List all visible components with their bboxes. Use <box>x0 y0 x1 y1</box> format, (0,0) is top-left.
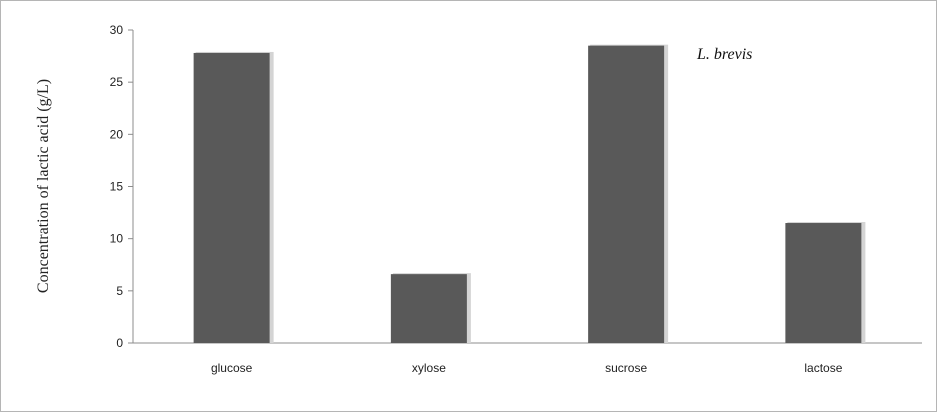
bars <box>193 44 866 344</box>
bar-glucose <box>193 52 270 343</box>
y-tick-label: 15 <box>110 180 124 194</box>
x-tick-label-xylose: xylose <box>412 361 446 375</box>
y-tick-label: 5 <box>116 284 123 298</box>
bar-sucrose <box>588 45 665 344</box>
bar-xylose <box>390 274 467 343</box>
x-tick-label-glucose: glucose <box>211 361 253 375</box>
y-ticks: 0 5 10 15 20 25 30 <box>110 23 133 350</box>
x-tick-labels: glucose xylose sucrose lactose <box>211 361 843 375</box>
y-axis-title: Concentration of lactic acid (g/L) <box>35 79 52 293</box>
y-tick-label: 30 <box>110 23 124 37</box>
bar-lactose <box>785 223 862 343</box>
y-tick-label: 0 <box>116 336 123 350</box>
y-tick-label: 25 <box>110 75 124 89</box>
x-tick-label-sucrose: sucrose <box>605 361 647 375</box>
y-tick-label: 10 <box>110 232 124 246</box>
series-annotation: L. brevis <box>696 46 752 63</box>
y-tick-label: 20 <box>110 127 124 141</box>
x-tick-label-lactose: lactose <box>804 361 842 375</box>
